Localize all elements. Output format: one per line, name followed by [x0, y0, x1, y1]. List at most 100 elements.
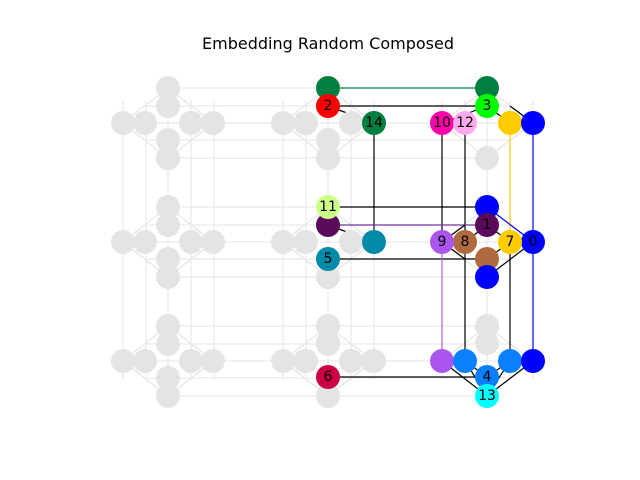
graph-node: [521, 111, 545, 135]
node-label: 1: [483, 217, 492, 233]
background-node: [156, 314, 180, 338]
background-node: [133, 111, 157, 135]
background-node: [111, 349, 135, 373]
graph-node: [430, 349, 454, 373]
node-8: 8: [453, 230, 477, 254]
graph-node: [475, 76, 499, 100]
node-14: 14: [362, 111, 386, 135]
node-4: 4: [475, 365, 499, 389]
background-node: [271, 111, 295, 135]
node-12: 12: [453, 111, 477, 135]
graph-node: [453, 349, 477, 373]
background-node: [294, 349, 318, 373]
node-label: 3: [483, 98, 492, 114]
background-node: [179, 111, 203, 135]
background-node: [316, 384, 340, 408]
node-circle: [521, 230, 545, 254]
graph-node: [498, 111, 522, 135]
node-11: 11: [316, 195, 340, 219]
background-node: [156, 94, 180, 118]
background-node: [133, 230, 157, 254]
node-circle: [316, 247, 340, 271]
background-node: [294, 111, 318, 135]
node-circle: [475, 365, 499, 389]
graph-node: [475, 195, 499, 219]
node-circle: [475, 94, 499, 118]
background-node: [133, 349, 157, 373]
node-label: 11: [319, 199, 337, 215]
graph-node: [475, 247, 499, 271]
background-node: [156, 195, 180, 219]
node-circle: [453, 111, 477, 135]
node-label: 2: [324, 98, 333, 114]
node-circle: [498, 230, 522, 254]
background-node: [316, 331, 340, 355]
background-node: [156, 213, 180, 237]
background-node: [111, 230, 135, 254]
node-label: 14: [365, 115, 383, 131]
node-label: 4: [483, 369, 492, 385]
node-label: 0: [529, 234, 538, 250]
node-circle: [430, 230, 454, 254]
node-circle: [316, 195, 340, 219]
graph-node: [498, 349, 522, 373]
background-node: [271, 349, 295, 373]
node-10: 10: [430, 111, 454, 135]
node-13: 13: [475, 384, 499, 408]
node-0: 0: [521, 230, 545, 254]
background-node: [201, 349, 225, 373]
graph-node: [521, 349, 545, 373]
background-node: [156, 247, 180, 271]
graph-node: [316, 213, 340, 237]
node-6: 6: [316, 365, 340, 389]
node-circle: [453, 230, 477, 254]
background-node: [316, 314, 340, 338]
background-node: [316, 146, 340, 170]
node-circle: [475, 213, 499, 237]
node-9: 9: [430, 230, 454, 254]
node-1: 1: [475, 213, 499, 237]
background-node: [156, 265, 180, 289]
diagram-title: Embedding Random Composed: [202, 34, 454, 53]
background-node: [362, 349, 386, 373]
background-node: [339, 111, 363, 135]
background-node: [156, 332, 180, 356]
background-node: [156, 146, 180, 170]
background-node: [339, 230, 363, 254]
background-node: [339, 349, 363, 373]
node-label: 9: [438, 234, 447, 250]
node-2: 2: [316, 94, 340, 118]
graph-node: [475, 265, 499, 289]
node-circle: [362, 111, 386, 135]
node-label: 13: [478, 388, 496, 404]
background-node: [179, 349, 203, 373]
background-node: [475, 314, 499, 338]
node-label: 8: [461, 234, 470, 250]
node-label: 7: [506, 234, 515, 250]
node-7: 7: [498, 230, 522, 254]
node-label: 6: [324, 369, 333, 385]
background-node: [179, 230, 203, 254]
background-node: [475, 146, 499, 170]
background-node: [156, 76, 180, 100]
background-node: [271, 230, 295, 254]
node-circle: [430, 111, 454, 135]
node-label: 10: [433, 115, 451, 131]
node-label: 5: [324, 251, 333, 267]
background-node: [316, 128, 340, 152]
background-nodes: [111, 76, 499, 408]
node-circle: [316, 365, 340, 389]
node-3: 3: [475, 94, 499, 118]
node-circle: [316, 94, 340, 118]
node-label: 12: [456, 115, 474, 131]
background-node: [201, 230, 225, 254]
background-node: [156, 366, 180, 390]
background-node: [316, 265, 340, 289]
graph-node: [362, 230, 386, 254]
node-circle: [475, 384, 499, 408]
background-node: [156, 128, 180, 152]
background-node: [201, 111, 225, 135]
background-node: [294, 230, 318, 254]
